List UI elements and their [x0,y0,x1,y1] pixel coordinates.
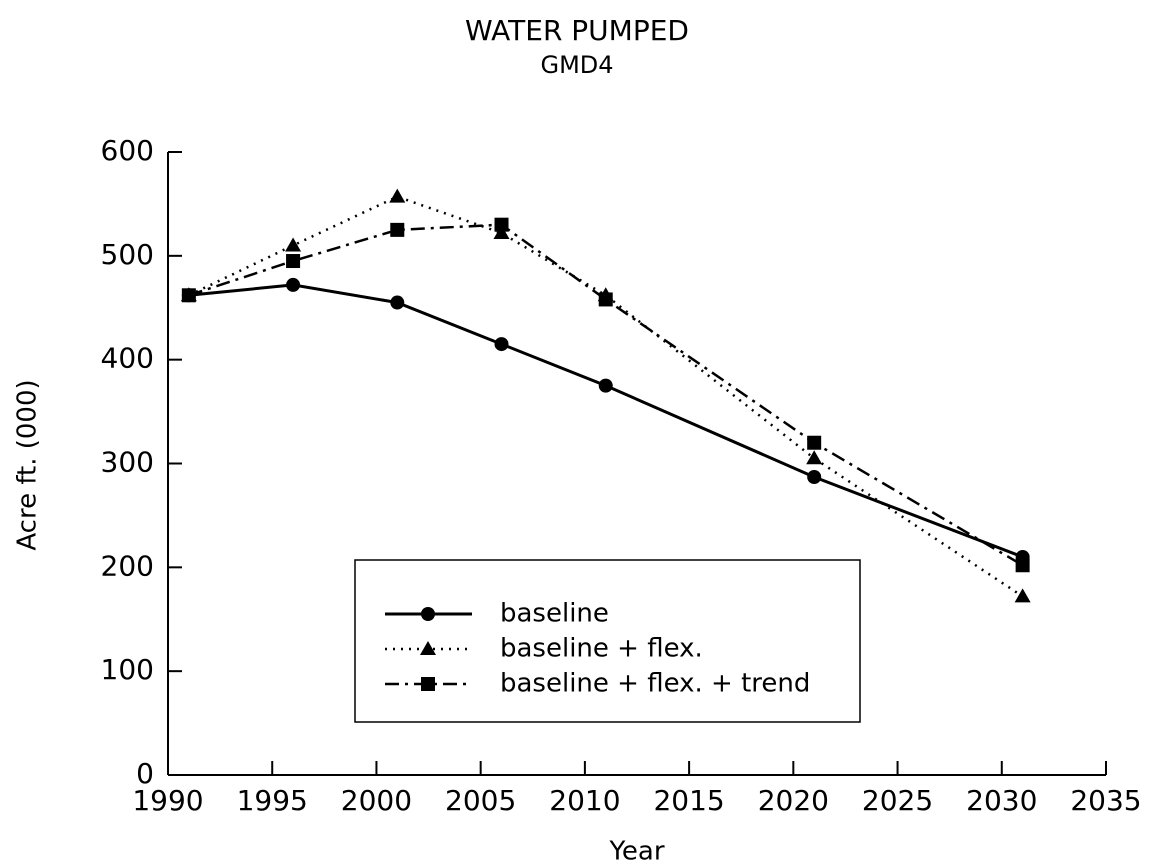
x-tick-label: 2030 [966,784,1037,817]
x-tick-label: 2000 [341,784,412,817]
legend-label: baseline + flex. [500,634,703,664]
series-line [188,283,1024,559]
series-line [188,195,1024,598]
x-tick-label: 2020 [758,784,829,817]
y-tick-label: 0 [136,757,154,790]
y-tick-label: 100 [101,653,154,686]
marker [493,224,510,239]
series-line [188,223,1024,567]
x-tick-label: 2005 [445,784,516,817]
legend-marker [421,607,435,621]
x-tick-label: 1995 [237,784,308,817]
y-tick-label: 200 [101,549,154,582]
legend-box [354,559,861,723]
marker [390,295,405,310]
marker [286,254,301,269]
legend-marker [420,641,436,655]
x-tick-label: 2015 [653,784,724,817]
marker [598,292,613,307]
marker [390,222,405,237]
marker [806,450,823,465]
marker [1014,588,1031,603]
x-tick-label: 2010 [549,784,620,817]
marker [807,469,822,484]
marker [285,237,302,252]
x-tick-label: 1990 [132,784,203,817]
legend-marker [421,677,435,691]
chart-subtitle: GMD4 [540,51,613,79]
marker [494,337,509,352]
x-axis-label: Year [608,837,664,867]
marker [181,288,196,303]
marker [494,217,509,232]
y-axis-label: Acre ft. (000) [13,379,43,550]
y-tick-label: 600 [101,134,154,167]
marker [286,277,301,292]
chart-title: WATER PUMPED [465,14,689,47]
marker [1015,558,1030,573]
marker [389,188,406,203]
marker [598,378,613,393]
legend-label: baseline [500,599,609,629]
x-tick-label: 2035 [1070,784,1141,817]
marker [807,435,822,450]
x-tick-label: 2025 [862,784,933,817]
y-tick-label: 300 [101,446,154,479]
y-tick-label: 500 [101,238,154,271]
y-tick-label: 400 [101,342,154,375]
legend-label: baseline + flex. + trend [500,669,810,699]
